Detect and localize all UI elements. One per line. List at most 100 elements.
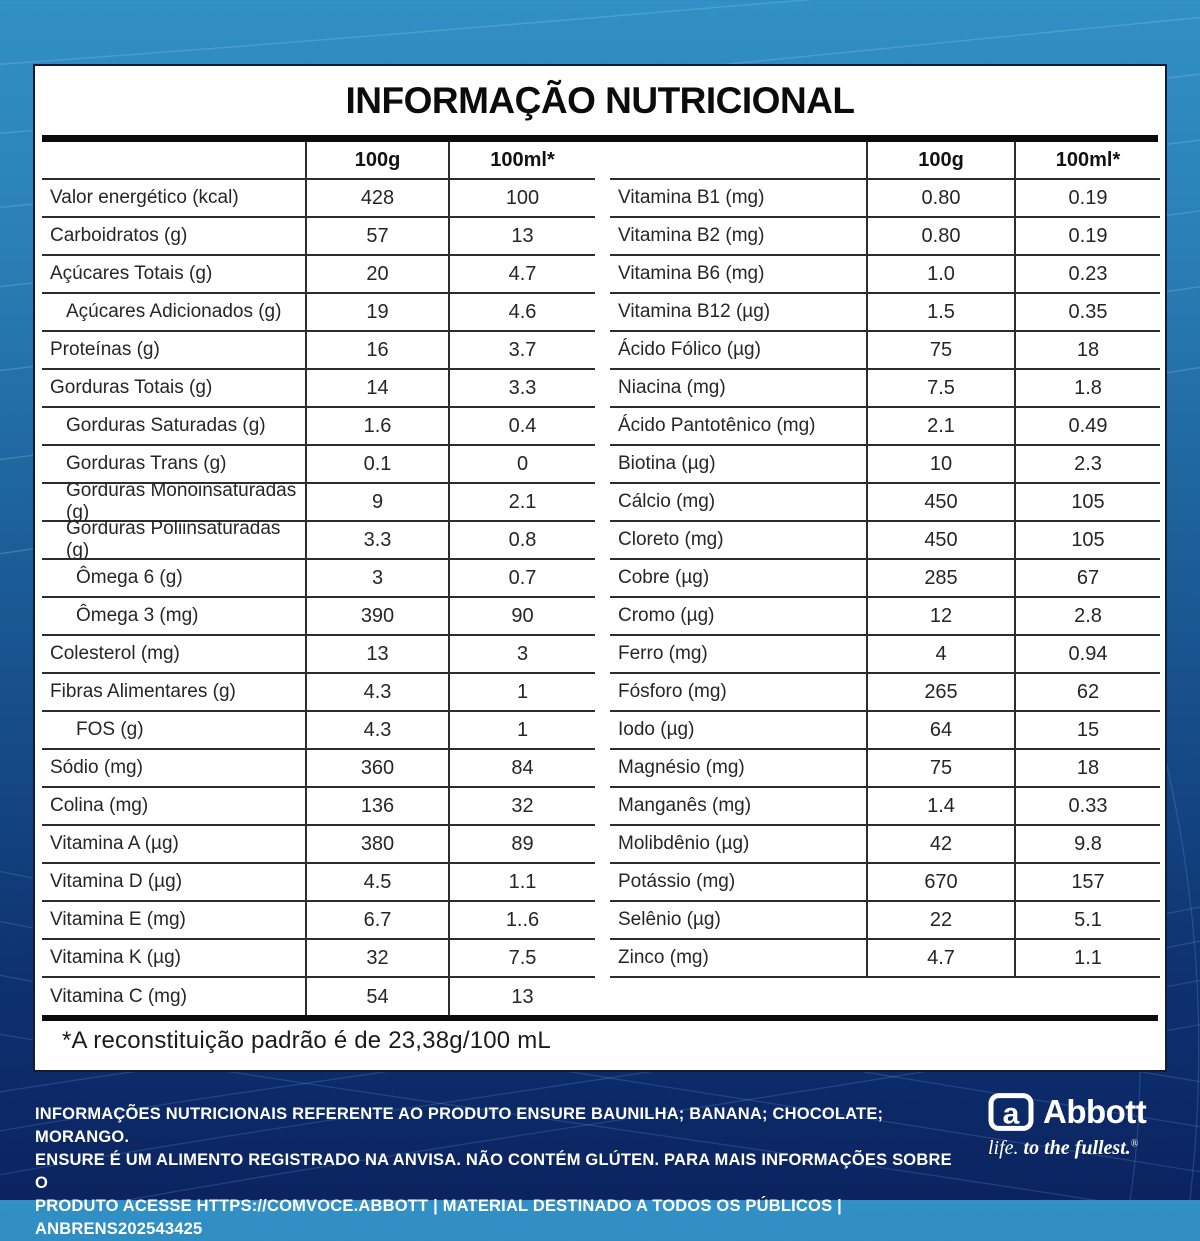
nutrient-label: Vitamina C (mg) [50,986,187,1007]
abbott-logo: a Abbott [988,1092,1160,1132]
table-row: Ácido Pantotênico (mg) 2.1 0.49 [610,408,1160,446]
value-100g: 3.3 [305,522,448,558]
nutrient-label: Cobre (µg) [618,567,710,588]
value-100ml: 18 [1014,750,1160,786]
value-100ml: 1.8 [1014,370,1160,406]
nutrient-label: Ômega 3 (mg) [76,605,199,626]
table-row: Proteínas (g) 16 3.7 [42,332,595,370]
value-100g: 12 [866,598,1014,634]
table-header-row: 100g 100ml* [42,142,595,180]
value-100ml: 3.3 [448,370,595,406]
value-100ml: 0.23 [1014,256,1160,292]
value-100ml: 5.1 [1014,902,1160,938]
top-divider [42,135,1158,142]
value-100g: 0.1 [305,446,448,482]
value-100g: 57 [305,218,448,254]
table-row: Vitamina B1 (mg) 0.80 0.19 [610,180,1160,218]
nutrient-label: Fósforo (mg) [618,681,727,702]
nutrient-label: Açúcares Totais (g) [50,263,213,284]
value-100ml: 32 [448,788,595,824]
value-100g: 285 [866,560,1014,596]
footer-disclaimer: INFORMAÇÕES NUTRICIONAIS REFERENTE AO PR… [35,1103,965,1241]
value-100g: 3 [305,560,448,596]
disclaimer-line-2: ENSURE É UM ALIMENTO REGISTRADO NA ANVIS… [35,1151,952,1192]
value-100ml: 3 [448,636,595,672]
nutrient-label: Fibras Alimentares (g) [50,681,236,702]
table-row: Ferro (mg) 4 0.94 [610,636,1160,674]
nutrient-label: Vitamina B2 (mg) [618,225,765,246]
table-row: Açúcares Adicionados (g) 19 4.6 [42,294,595,332]
nutrient-label: Ômega 6 (g) [76,567,183,588]
value-100ml: 0 [448,446,595,482]
table-row: Vitamina E (mg) 6.7 1..6 [42,902,595,940]
nutrient-label: Niacina (mg) [618,377,726,398]
value-100g: 1.4 [866,788,1014,824]
value-100g: 2.1 [866,408,1014,444]
table-row: Magnésio (mg) 75 18 [610,750,1160,788]
nutrient-label: Vitamina B1 (mg) [618,187,765,208]
value-100ml: 84 [448,750,595,786]
table-row: Ácido Fólico (µg) 75 18 [610,332,1160,370]
value-100ml: 62 [1014,674,1160,710]
value-100g: 20 [305,256,448,292]
table-row: Cobre (µg) 285 67 [610,560,1160,598]
table-row: Cloreto (mg) 450 105 [610,522,1160,560]
nutrient-label: Vitamina B6 (mg) [618,263,765,284]
header-empty-cell [610,142,866,178]
table-row: Potássio (mg) 670 157 [610,864,1160,902]
table-row: Cálcio (mg) 450 105 [610,484,1160,522]
value-100ml: 13 [448,978,595,1016]
value-100g: 390 [305,598,448,634]
nutrition-title: INFORMAÇÃO NUTRICIONAL [345,80,855,121]
value-100ml: 0.33 [1014,788,1160,824]
table-row: Gorduras Totais (g) 14 3.3 [42,370,595,408]
value-100g: 360 [305,750,448,786]
value-100ml: 90 [448,598,595,634]
value-100g: 14 [305,370,448,406]
value-100ml: 1 [448,712,595,748]
nutrient-label: Ácido Pantotênico (mg) [618,415,816,436]
table-row: Colesterol (mg) 13 3 [42,636,595,674]
table-row: Gorduras Monoinsaturadas (g) 9 2.1 [42,480,595,523]
page-background: { "title": "INFORMAÇÃO NUTRICIONAL", "co… [0,0,1200,1200]
value-100ml: 1 [448,674,595,710]
value-100ml: 0.7 [448,560,595,596]
value-100g: 64 [866,712,1014,748]
header-empty-cell [42,142,305,178]
value-100g: 75 [866,750,1014,786]
table-row: Carboidratos (g) 57 13 [42,218,595,256]
table-row: Manganês (mg) 1.4 0.33 [610,788,1160,826]
nutrient-label: Vitamina E (mg) [50,909,186,930]
table-row: Selênio (µg) 22 5.1 [610,902,1160,940]
tagline-life: life. [988,1137,1019,1159]
table-row: Vitamina B2 (mg) 0.80 0.19 [610,218,1160,256]
table-row: Gorduras Poliinsaturadas (g) 3.3 0.8 [42,518,595,561]
value-100g: 9 [305,484,448,520]
table-row: Niacina (mg) 7.5 1.8 [610,370,1160,408]
value-100g: 7.5 [866,370,1014,406]
value-100g: 670 [866,864,1014,900]
nutrient-label: Magnésio (mg) [618,757,745,778]
value-100g: 32 [305,940,448,976]
table-row: Vitamina B6 (mg) 1.0 0.23 [610,256,1160,294]
table-row: Colina (mg) 136 32 [42,788,595,826]
value-100ml: 105 [1014,484,1160,520]
table-row: Vitamina C (mg) 54 13 [42,978,595,1016]
value-100ml: 0.19 [1014,218,1160,254]
value-100g: 0.80 [866,218,1014,254]
value-100g: 1.0 [866,256,1014,292]
value-100g: 4.3 [305,712,448,748]
table-row: Zinco (mg) 4.7 1.1 [610,940,1160,978]
disclaimer-line-1: INFORMAÇÕES NUTRICIONAIS REFERENTE AO PR… [35,1105,884,1146]
nutrient-label: Ácido Fólico (µg) [618,339,761,360]
table-row: Sódio (mg) 360 84 [42,750,595,788]
value-100ml: 4.6 [448,294,595,330]
table-header-row: 100g 100ml* [610,142,1160,180]
abbott-brand-block: a Abbott life. to the fullest.® [988,1092,1160,1160]
nutrient-label: Gorduras Totais (g) [50,377,213,398]
value-100ml: 4.7 [448,256,595,292]
tagline-rest: to the fullest. [1023,1137,1131,1159]
nutrient-label: Gorduras Poliinsaturadas (g) [66,518,281,561]
nutrient-label: Vitamina D (µg) [50,871,183,892]
value-100ml: 0.19 [1014,180,1160,216]
